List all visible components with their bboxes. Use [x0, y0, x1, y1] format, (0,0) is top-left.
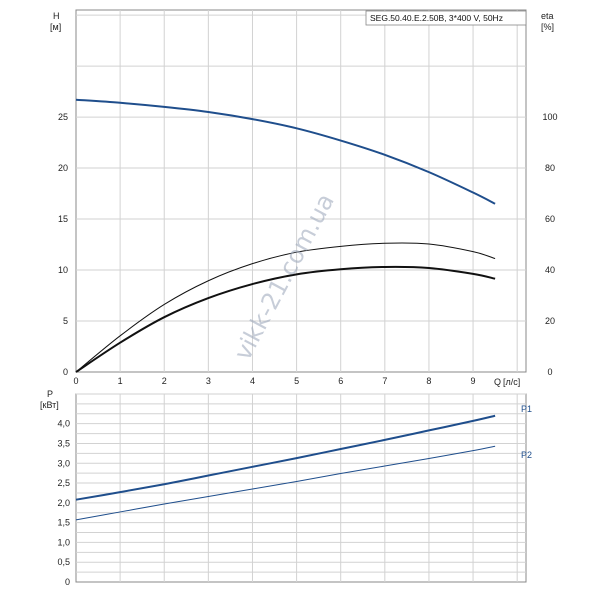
top-grid	[76, 10, 526, 372]
power-tick-label: 0,5	[57, 557, 70, 567]
bottom-series: P1 P2	[75, 404, 532, 521]
x-tick-label: 6	[338, 376, 343, 386]
chart-title: SEG.50.40.E.2.50B, 3*400 V, 50Hz	[370, 13, 503, 23]
x-tick-label: 9	[471, 376, 476, 386]
y-axis-label-right: eta	[541, 11, 554, 21]
power-tick-label: 2,5	[57, 478, 70, 488]
y-tick-label-right: 100	[542, 112, 557, 122]
y-tick-label-left: 20	[58, 163, 68, 173]
title-box	[365, 10, 527, 26]
power-tick-label: 2,0	[57, 498, 70, 508]
y-tick-label-right: 40	[545, 265, 555, 275]
x-tick-label: 3	[206, 376, 211, 386]
x-tick-label: 4	[250, 376, 255, 386]
watermark: vikk-21.com.ua	[229, 189, 340, 365]
top-ticks: 0 1 2 3 4 5 6 7 8 9 0 5 10 15 20 25 0 20 40 60 80 100	[58, 112, 558, 386]
bottom-grid	[76, 393, 526, 582]
y-tick-label-left: 15	[58, 214, 68, 224]
power-tick-label: 1,5	[57, 518, 70, 528]
head-curve	[75, 98, 496, 205]
y-tick-label-left: 5	[63, 316, 68, 326]
x-axis-unit: [л/с]	[503, 377, 520, 387]
power-axis-label: P	[47, 389, 53, 399]
power-curve-p1	[75, 414, 496, 501]
y-tick-label-right: 0	[547, 367, 552, 377]
x-tick-label: 2	[162, 376, 167, 386]
y-axis-unit-right: [%]	[541, 22, 554, 32]
y-axis-unit-left: [м]	[50, 22, 61, 32]
power-axis-unit: [кВт]	[40, 400, 59, 410]
x-tick-label: 8	[426, 376, 431, 386]
top-series	[75, 98, 496, 373]
top-plot-frame	[75, 9, 527, 373]
x-tick-label: 7	[382, 376, 387, 386]
y-tick-label-right: 20	[545, 316, 555, 326]
y-tick-label-left: 10	[58, 265, 68, 275]
power-curve-p2	[75, 445, 496, 521]
x-tick-label: 5	[294, 376, 299, 386]
bottom-ticks: 0 0,5 1,0 1,5 2,0 2,5 3,0 3,5 4,0	[57, 419, 70, 587]
y-tick-label-right: 80	[545, 163, 555, 173]
y-tick-label-right: 60	[545, 214, 555, 224]
power-tick-label: 3,5	[57, 438, 70, 448]
power-tick-label: 4,0	[57, 419, 70, 429]
series-label-p1: P1	[521, 404, 532, 414]
power-tick-label: 0	[65, 577, 70, 587]
y-axis-label-left: H	[53, 11, 60, 21]
y-tick-label-left: 0	[63, 367, 68, 377]
x-tick-label: 1	[118, 376, 123, 386]
x-tick-label: 0	[73, 376, 78, 386]
series-label-p2: P2	[521, 450, 532, 460]
y-tick-label-left: 25	[58, 112, 68, 122]
efficiency-curve-lower	[75, 265, 496, 373]
x-axis-label: Q	[494, 377, 501, 387]
power-tick-label: 3,0	[57, 458, 70, 468]
power-tick-label: 1,0	[57, 537, 70, 547]
efficiency-curve-upper	[75, 242, 496, 373]
